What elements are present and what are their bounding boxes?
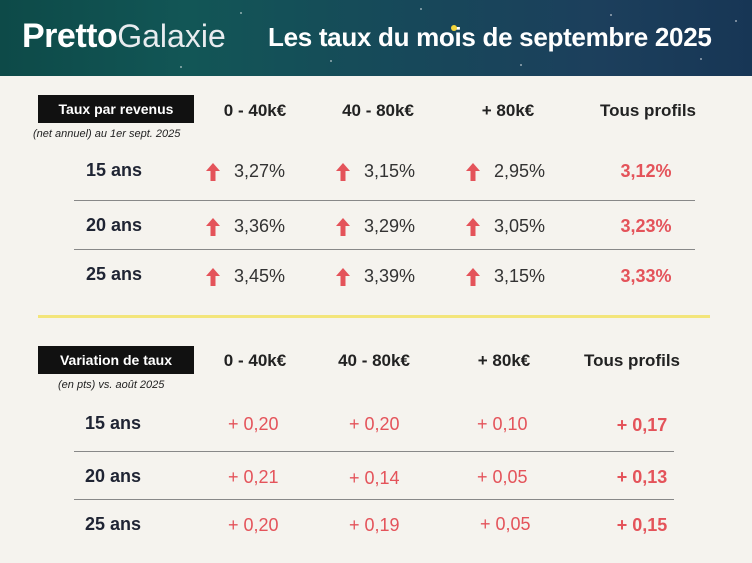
rates-note: (net annuel) au 1er sept. 2025 xyxy=(33,128,181,140)
sun-dot-icon xyxy=(451,25,457,31)
rate-total: 3,33% xyxy=(620,266,672,286)
arrow-up-icon xyxy=(466,162,480,181)
variation-value: + 0,20 xyxy=(228,515,279,535)
rates-col-head-4: Tous profils xyxy=(599,101,697,120)
variation-note: (en pts) vs. août 2025 xyxy=(58,379,165,391)
rates-col-head-3: + 80k€ xyxy=(481,101,535,120)
variation-value: + 0,20 xyxy=(349,414,400,434)
variation-value: + 0,10 xyxy=(477,414,528,434)
variation-value: + 0,05 xyxy=(480,514,531,534)
variation-row-label: 20 ans xyxy=(85,466,142,486)
rates-row-label: 15 ans xyxy=(86,160,143,180)
rates-cell: 3,27% xyxy=(206,161,285,182)
rates-cell: 3,45% xyxy=(206,266,285,287)
logo-bold-text: Pretto xyxy=(22,17,118,55)
variation-value: + 0,05 xyxy=(477,467,528,487)
variation-value: + 0,14 xyxy=(349,468,400,488)
rates-cell: 3,39% xyxy=(336,266,415,287)
variation-col-head-3: + 80k€ xyxy=(477,351,531,370)
rate-value: 2,95% xyxy=(494,161,546,181)
variation-col-head-2: 40 - 80k€ xyxy=(338,351,410,370)
arrow-up-icon xyxy=(336,217,350,236)
arrow-up-icon xyxy=(206,162,220,181)
arrow-up-icon xyxy=(466,217,480,236)
variation-value: + 0,21 xyxy=(228,467,279,487)
rates-cell: 3,15% xyxy=(466,266,545,287)
rates-col-head-1: 0 - 40k€ xyxy=(223,101,287,120)
rate-total: 3,23% xyxy=(620,216,672,236)
rate-value: 3,45% xyxy=(234,266,286,286)
rates-cell: 3,36% xyxy=(206,216,285,237)
row-divider xyxy=(74,499,674,500)
variation-value: + 0,20 xyxy=(228,414,279,434)
variation-label-box: Variation de taux xyxy=(38,346,194,374)
row-divider xyxy=(74,451,674,452)
rate-value: 3,27% xyxy=(234,161,286,181)
header-banner: PrettoGalaxie Les taux du mois de septem… xyxy=(0,0,752,76)
row-divider xyxy=(74,200,695,201)
rate-value: 3,36% xyxy=(234,216,286,236)
variation-total: + 0,17 xyxy=(616,415,668,435)
variation-total: + 0,15 xyxy=(616,515,668,535)
variation-row-label: 25 ans xyxy=(85,514,142,534)
variation-col-head-1: 0 - 40k€ xyxy=(223,351,287,370)
variation-col-head-4: Tous profils xyxy=(583,351,681,370)
page-title: Les taux du mois de septembre 2025 xyxy=(268,22,712,52)
arrow-up-icon xyxy=(336,267,350,286)
rates-cell: 3,05% xyxy=(466,216,545,237)
rates-cell: 3,15% xyxy=(336,161,415,182)
rates-col-head-2: 40 - 80k€ xyxy=(342,101,414,120)
variation-total: + 0,13 xyxy=(616,467,668,487)
variation-value: + 0,19 xyxy=(349,515,400,535)
brand-logo: PrettoGalaxie xyxy=(22,17,226,57)
rate-value: 3,39% xyxy=(364,266,416,286)
row-divider xyxy=(74,249,695,250)
rate-total: 3,12% xyxy=(620,161,672,181)
logo-light-text: Galaxie xyxy=(117,18,226,54)
rate-value: 3,29% xyxy=(364,216,416,236)
arrow-up-icon xyxy=(206,217,220,236)
rates-cell: 3,29% xyxy=(336,216,415,237)
section-divider xyxy=(38,315,710,318)
rates-cell: 2,95% xyxy=(466,161,545,182)
variation-row-label: 15 ans xyxy=(85,413,142,433)
rate-value: 3,15% xyxy=(364,161,416,181)
rates-row-label: 20 ans xyxy=(86,215,143,235)
arrow-up-icon xyxy=(206,267,220,286)
arrow-up-icon xyxy=(466,267,480,286)
rate-value: 3,15% xyxy=(494,266,546,286)
rates-row-label: 25 ans xyxy=(86,264,143,284)
rate-value: 3,05% xyxy=(494,216,546,236)
rates-label-box: Taux par revenus xyxy=(38,95,194,123)
arrow-up-icon xyxy=(336,162,350,181)
